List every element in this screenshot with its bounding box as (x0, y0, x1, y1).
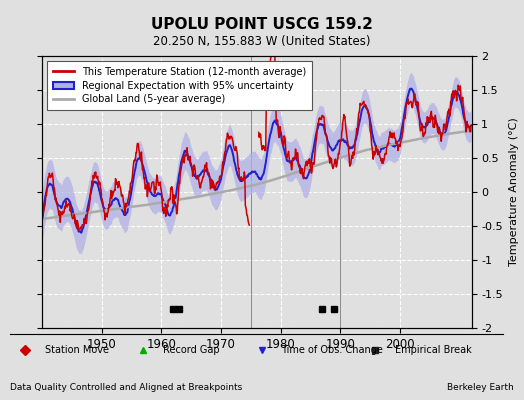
Text: Time of Obs. Change: Time of Obs. Change (281, 345, 383, 355)
Text: UPOLU POINT USCG 159.2: UPOLU POINT USCG 159.2 (151, 17, 373, 32)
Text: Data Quality Controlled and Aligned at Breakpoints: Data Quality Controlled and Aligned at B… (10, 383, 243, 392)
Text: Record Gap: Record Gap (163, 345, 220, 355)
Y-axis label: Temperature Anomaly (°C): Temperature Anomaly (°C) (508, 118, 519, 266)
Text: Station Move: Station Move (45, 345, 109, 355)
Text: 20.250 N, 155.883 W (United States): 20.250 N, 155.883 W (United States) (153, 35, 371, 48)
Legend: This Temperature Station (12-month average), Regional Expectation with 95% uncer: This Temperature Station (12-month avera… (47, 61, 312, 110)
Text: Berkeley Earth: Berkeley Earth (447, 383, 514, 392)
Text: Empirical Break: Empirical Break (395, 345, 472, 355)
